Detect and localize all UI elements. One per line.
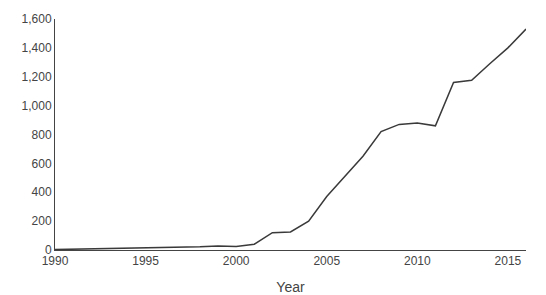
svg-text:1995: 1995 — [132, 254, 159, 268]
svg-text:2010: 2010 — [404, 254, 431, 268]
svg-text:200: 200 — [32, 214, 52, 228]
svg-text:800: 800 — [32, 128, 52, 142]
svg-text:600: 600 — [32, 157, 52, 171]
svg-text:2000: 2000 — [223, 254, 250, 268]
svg-text:1990: 1990 — [42, 254, 69, 268]
svg-text:400: 400 — [32, 185, 52, 199]
svg-text:1,200: 1,200 — [22, 70, 52, 84]
svg-text:2005: 2005 — [313, 254, 340, 268]
svg-text:Year: Year — [276, 279, 305, 295]
svg-text:2015: 2015 — [495, 254, 522, 268]
svg-text:1,000: 1,000 — [22, 99, 52, 113]
svg-text:1,400: 1,400 — [22, 41, 52, 55]
svg-text:0: 0 — [45, 243, 52, 257]
svg-text:1,600: 1,600 — [22, 12, 52, 26]
